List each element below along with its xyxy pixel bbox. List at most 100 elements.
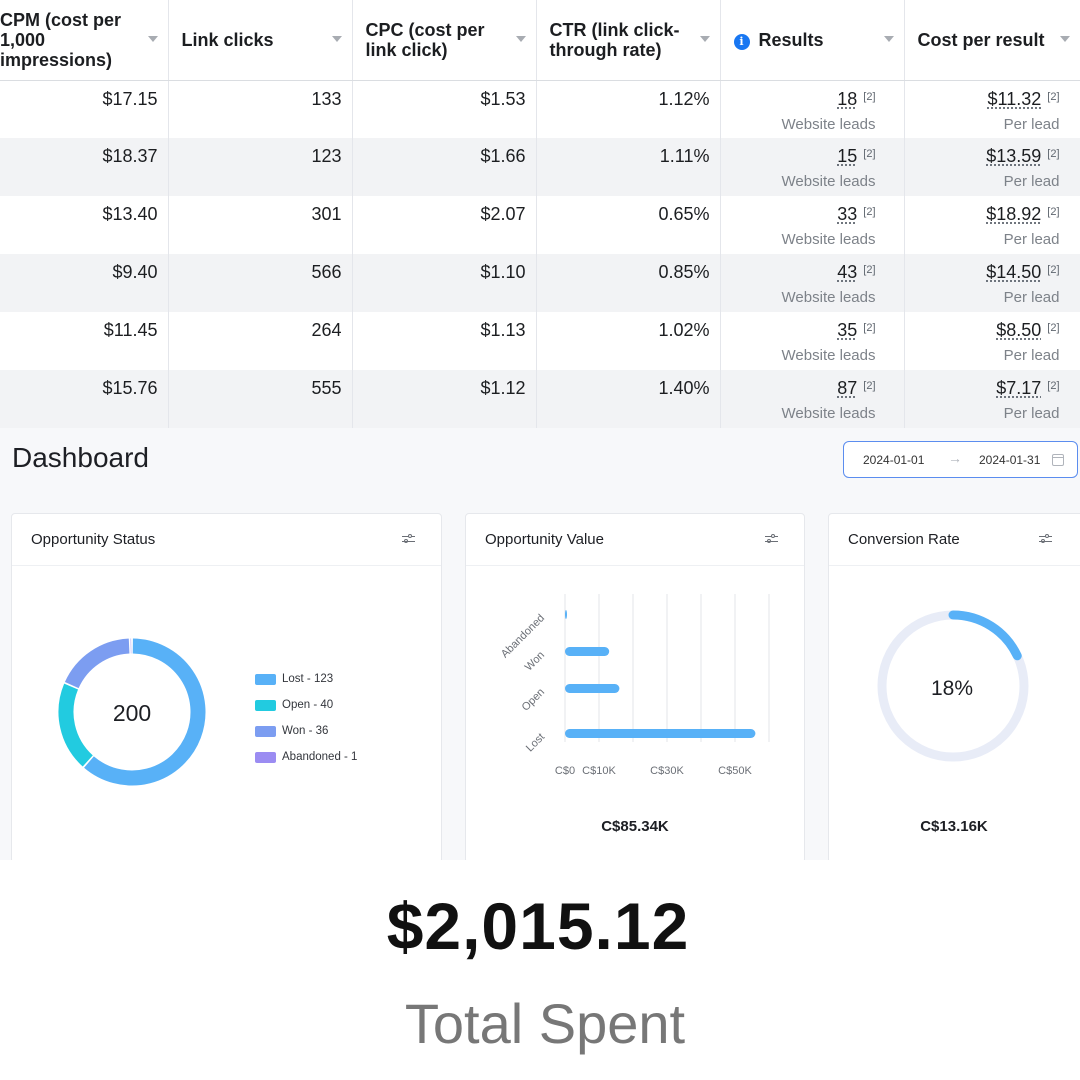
cost-footnote: [2] <box>1047 322 1060 334</box>
cost-unit: Per lead <box>1003 115 1060 133</box>
cpc-cell: $1.12 <box>352 370 537 428</box>
results-value[interactable]: 43 <box>837 262 858 282</box>
column-header-cost-per-result[interactable]: Cost per result <box>904 0 1080 81</box>
legend-swatch <box>255 725 276 737</box>
cost-per-result-value[interactable]: $13.59 <box>986 146 1042 166</box>
donut-slice-open[interactable] <box>58 683 93 767</box>
total-spent-panel: $2,015.12 Total Spent <box>0 860 1080 1080</box>
link-clicks-cell: 133 <box>168 80 353 138</box>
legend-label: Open - 40 <box>282 699 334 711</box>
legend-item[interactable]: Lost - 123 <box>255 666 357 692</box>
table-header-row: CPM (cost per 1,000 impressions) Link cl… <box>0 0 1080 81</box>
filter-settings-icon[interactable] <box>402 534 415 544</box>
legend-item[interactable]: Won - 36 <box>255 718 357 744</box>
cost-per-result-cell: $13.59 [2] Per lead <box>904 138 1080 196</box>
cpm-cell: $17.15 <box>0 80 169 138</box>
cost-footnote: [2] <box>1047 90 1060 103</box>
results-type: Website leads <box>781 289 876 306</box>
results-type: Website leads <box>781 405 876 422</box>
card-header: Conversion Rate <box>829 514 1080 566</box>
ctr-cell: 0.65% <box>536 196 721 254</box>
date-start-input[interactable]: 2024-01-01 <box>863 453 925 467</box>
legend-label: Lost - 123 <box>282 673 334 685</box>
filter-settings-icon[interactable] <box>765 534 778 544</box>
sort-caret-icon[interactable] <box>515 36 526 42</box>
donut-slice-won[interactable] <box>64 638 130 689</box>
date-end-input[interactable]: 2024-01-31 <box>979 453 1041 467</box>
results-footnote: [2] <box>863 380 876 392</box>
results-footnote: [2] <box>863 148 876 160</box>
legend-item[interactable]: Abandoned - 1 <box>255 744 357 770</box>
legend-item[interactable]: Open - 40 <box>255 692 357 718</box>
calendar-icon[interactable] <box>1052 454 1064 466</box>
cost-per-result-value[interactable]: $11.32 <box>987 88 1042 109</box>
link-clicks-cell: 123 <box>168 138 353 196</box>
date-range-picker[interactable]: 2024-01-01 → 2024-01-31 <box>843 441 1078 478</box>
total-spent-label: Total Spent <box>404 992 686 1055</box>
table-row: $17.15 133 $1.53 1.12% 18 [2] Website leads $11… <box>0 80 1080 138</box>
info-icon[interactable]: i <box>733 33 750 50</box>
ctr-cell: 1.02% <box>536 312 721 370</box>
results-footnote: [2] <box>863 206 876 218</box>
bar-lost[interactable] <box>565 729 756 738</box>
conversion-rate-percent: 18% <box>930 677 974 700</box>
sort-caret-icon[interactable] <box>1059 36 1070 42</box>
results-value[interactable]: 15 <box>837 146 858 166</box>
donut-center-value: 200 <box>112 700 152 726</box>
category-label: Won <box>523 649 547 673</box>
sort-caret-icon[interactable] <box>699 36 710 42</box>
card-title: Conversion Rate <box>848 531 960 548</box>
category-label: Lost <box>524 731 547 754</box>
card-header: Opportunity Value <box>466 514 804 566</box>
cpm-cell: $11.45 <box>0 312 169 370</box>
conversion-rate-total: C$13.16K <box>920 818 988 835</box>
bar-abandoned[interactable] <box>565 610 567 619</box>
cost-per-result-cell: $18.92 [2] Per lead <box>904 196 1080 254</box>
card-title: Opportunity Value <box>485 531 604 548</box>
results-type: Website leads <box>781 173 876 190</box>
results-value[interactable]: 87 <box>837 378 858 398</box>
column-header-ctr[interactable]: CTR (link click-through rate) <box>536 0 721 81</box>
category-label: Open <box>520 686 548 714</box>
donut-slice-lost[interactable] <box>84 638 206 786</box>
legend-swatch <box>255 673 276 685</box>
table-row: $18.37 123 $1.66 1.11% 15 [2] Website leads $13… <box>0 138 1080 196</box>
results-cell: 43 [2] Website leads <box>720 254 905 312</box>
results-cell: 87 [2] Website leads <box>720 370 905 428</box>
ads-metrics-table: CPM (cost per 1,000 impressions) Link cl… <box>0 0 1080 428</box>
results-type: Website leads <box>781 115 876 133</box>
cpm-cell: $9.40 <box>0 254 169 312</box>
results-type: Website leads <box>781 347 876 364</box>
bar-open[interactable] <box>565 684 620 693</box>
link-clicks-cell: 264 <box>168 312 353 370</box>
sort-caret-icon[interactable] <box>147 36 158 42</box>
bar-won[interactable] <box>565 647 610 656</box>
column-header-cpm[interactable]: CPM (cost per 1,000 impressions) <box>0 0 169 81</box>
results-cell: 15 [2] Website leads <box>720 138 905 196</box>
cpm-cell: $15.76 <box>0 370 169 428</box>
column-header-results[interactable]: i Results <box>720 0 905 81</box>
sort-caret-icon[interactable] <box>883 36 894 42</box>
column-header-link-clicks[interactable]: Link clicks <box>168 0 353 81</box>
results-cell: 18 [2] Website leads <box>720 80 905 138</box>
results-value[interactable]: 18 <box>837 88 858 109</box>
cost-per-result-value[interactable]: $7.17 <box>996 378 1042 398</box>
results-footnote: [2] <box>863 322 876 334</box>
legend-swatch <box>255 699 276 711</box>
results-value[interactable]: 35 <box>837 320 858 340</box>
page-title: Dashboard <box>12 442 149 473</box>
cost-footnote: [2] <box>1047 206 1060 218</box>
cost-per-result-value[interactable]: $18.92 <box>986 204 1042 224</box>
column-header-cpc[interactable]: CPC (cost per link click) <box>352 0 537 81</box>
x-tick-label: C$0 <box>555 765 575 777</box>
filter-settings-icon[interactable] <box>1039 534 1052 544</box>
cost-per-result-value[interactable]: $8.50 <box>996 320 1042 340</box>
ctr-cell: 1.11% <box>536 138 721 196</box>
arrow-right-icon: → <box>948 450 962 466</box>
link-clicks-cell: 555 <box>168 370 353 428</box>
cost-footnote: [2] <box>1047 380 1060 392</box>
cost-footnote: [2] <box>1047 148 1060 160</box>
results-value[interactable]: 33 <box>837 204 858 224</box>
cost-per-result-value[interactable]: $14.50 <box>986 262 1042 282</box>
sort-caret-icon[interactable] <box>331 36 342 42</box>
